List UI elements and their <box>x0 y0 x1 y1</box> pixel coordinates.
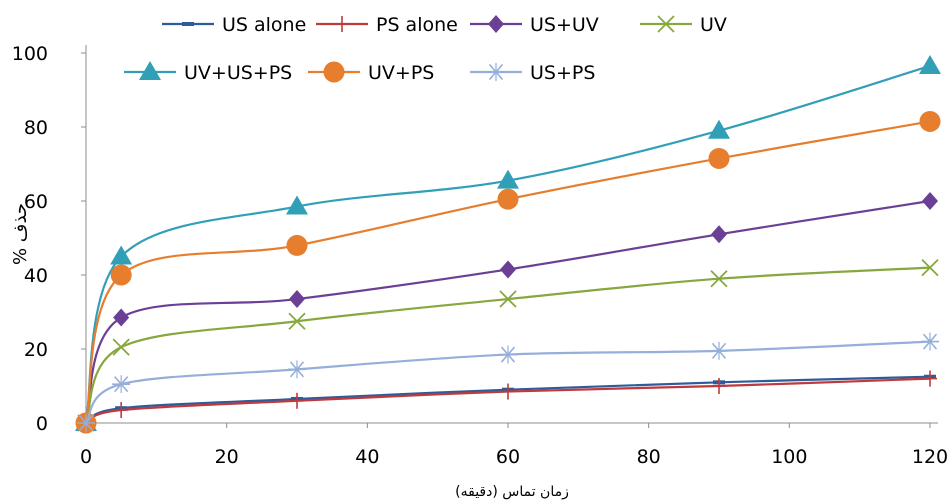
data-point <box>113 308 130 327</box>
data-point <box>499 290 517 308</box>
data-point <box>77 414 95 432</box>
data-point <box>919 54 941 74</box>
data-point <box>500 260 516 279</box>
data-point <box>288 360 306 379</box>
data-point <box>710 341 728 360</box>
data-point <box>919 110 941 132</box>
legend-marker <box>139 61 161 80</box>
legend-marker <box>335 16 349 32</box>
x-tick-label: 120 <box>912 446 948 468</box>
y-tick-label: 100 <box>12 43 48 65</box>
data-point <box>290 392 304 409</box>
legend-label: UV+US+PS <box>184 62 292 84</box>
legend-item: US+UV <box>470 14 599 36</box>
legend-item: UV <box>640 14 727 36</box>
y-tick-label: 20 <box>24 339 48 361</box>
data-point <box>110 245 133 265</box>
series-line <box>85 375 931 425</box>
x-tick-label: 80 <box>637 446 661 468</box>
x-tick-label: 60 <box>496 446 520 468</box>
data-point <box>289 290 305 309</box>
y-tick-label: 0 <box>36 413 48 435</box>
data-point <box>708 147 730 169</box>
data-point <box>711 225 727 244</box>
legend-label: US+PS <box>530 62 595 84</box>
x-tick-label: 100 <box>771 446 807 468</box>
series-line <box>85 340 931 424</box>
data-point <box>710 270 728 288</box>
series-us-uv <box>78 192 938 432</box>
legend-marker <box>182 22 194 26</box>
legend-item: US alone <box>162 14 306 36</box>
legend-label: US alone <box>222 14 306 36</box>
legend-marker <box>323 61 345 83</box>
data-point <box>288 312 306 330</box>
data-point <box>921 332 939 351</box>
y-tick-label: 80 <box>24 117 48 139</box>
data-point <box>110 264 132 286</box>
x-tick-label: 20 <box>215 446 239 468</box>
chart-axes: 0 20 40 60 80 100 120 0 20 40 60 80 100 <box>12 43 948 468</box>
data-point <box>497 169 519 189</box>
data-point <box>114 402 129 419</box>
series-line <box>84 266 931 424</box>
data-point <box>712 378 726 394</box>
legend-marker <box>487 63 505 81</box>
data-point <box>921 258 939 277</box>
data-point <box>286 234 308 256</box>
legend-marker <box>488 15 504 33</box>
series-layer <box>75 54 941 434</box>
series-line <box>85 377 931 425</box>
legend-item: UV+US+PS <box>124 61 292 84</box>
legend-label: PS alone <box>376 14 458 36</box>
data-point <box>497 188 519 210</box>
legend-marker <box>657 15 675 33</box>
legend-label: UV+PS <box>368 62 434 84</box>
data-point <box>112 375 131 394</box>
legend-item: US+PS <box>470 62 595 84</box>
y-axis-label: % حذف <box>10 203 31 265</box>
legend: US alone PS alone US+UV UV UV+US+PS UV+PS US+P… <box>124 14 727 84</box>
y-tick-label: 60 <box>24 191 48 213</box>
x-axis-label: زمان تماس (دقیقه) <box>455 484 569 500</box>
x-tick-label: 40 <box>355 446 379 468</box>
data-point <box>708 119 730 139</box>
data-point <box>112 338 130 356</box>
series-line <box>84 64 931 424</box>
data-point <box>922 192 938 210</box>
data-point <box>501 383 515 400</box>
series-us-ps <box>77 332 939 432</box>
data-point <box>923 370 937 387</box>
legend-label: US+UV <box>530 14 599 36</box>
legend-item: PS alone <box>316 14 458 36</box>
y-tick-label: 40 <box>24 265 48 287</box>
data-point <box>499 345 517 364</box>
legend-label: UV <box>700 14 727 36</box>
legend-item: UV+PS <box>308 61 434 84</box>
data-point <box>286 195 308 215</box>
x-tick-label: 0 <box>80 446 92 468</box>
